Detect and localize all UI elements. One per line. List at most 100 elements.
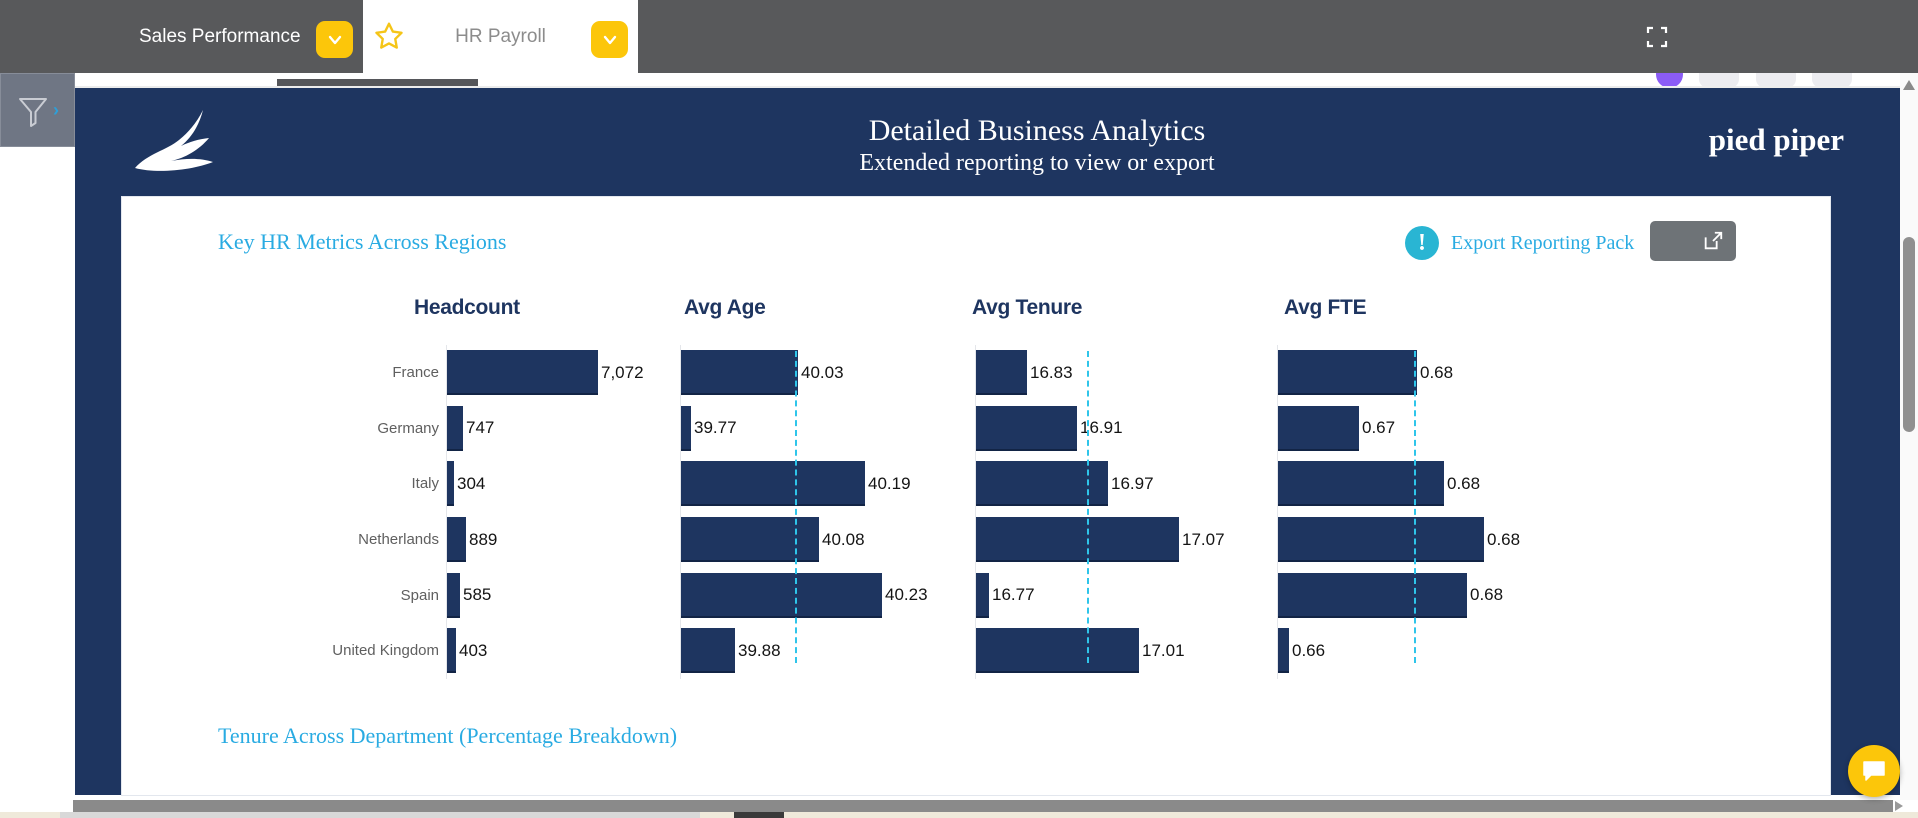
bar-value: 40.23 [885, 585, 928, 605]
fullscreen-icon[interactable] [1645, 25, 1669, 49]
vertical-scrollbar-track[interactable] [1900, 73, 1918, 800]
column-header-avg-tenure: Avg Tenure [972, 296, 1083, 319]
vertical-scrollbar-thumb[interactable] [1903, 237, 1915, 432]
category-label: Germany [377, 419, 439, 437]
outer-scrollbar-track[interactable] [60, 812, 700, 818]
bar-value: 16.77 [992, 585, 1035, 605]
avg-tenure-mean-line [1087, 351, 1089, 663]
bar-value: 0.67 [1362, 418, 1396, 438]
section-title-metrics: Key HR Metrics Across Regions [218, 229, 507, 254]
bar-avg-tenure[interactable] [976, 628, 1139, 674]
bar-value: 17.01 [1142, 640, 1185, 660]
bar-avg-tenure[interactable] [976, 517, 1179, 563]
bar-headcount[interactable] [447, 517, 466, 563]
bar-avg-tenure[interactable] [976, 572, 989, 618]
bar-avg-fte[interactable] [1278, 628, 1289, 674]
export-button[interactable] [1650, 221, 1736, 261]
scroll-up-arrow-icon[interactable] [1903, 80, 1915, 90]
tab-hr-payroll[interactable]: HR Payroll [363, 0, 638, 73]
bar-value: 16.83 [1030, 362, 1073, 382]
report-title: Detailed Business Analytics [868, 114, 1206, 147]
bar-value: 17.07 [1182, 529, 1225, 549]
bar-value: 0.68 [1447, 473, 1481, 493]
bar-value: 0.66 [1292, 640, 1326, 660]
avatar[interactable] [1656, 73, 1683, 88]
filter-funnel-icon [19, 98, 47, 127]
bar-value: 304 [457, 473, 486, 493]
section-title-tenure: Tenure Across Department (Percentage Bre… [218, 723, 678, 748]
export-row: ! Export Reporting Pack [1405, 223, 1634, 263]
page-header-strip [0, 73, 1918, 88]
tab-scrollbar-thumb[interactable] [277, 79, 478, 86]
column-header-avg-age: Avg Age [684, 296, 766, 319]
scroll-right-arrow-icon[interactable] [1895, 801, 1903, 811]
bar-value: 39.88 [738, 640, 781, 660]
bar-value: 39.77 [694, 418, 737, 438]
bar-avg-age[interactable] [681, 461, 865, 507]
export-reporting-pack-link[interactable]: Export Reporting Pack [1451, 231, 1635, 254]
bar-avg-fte[interactable] [1278, 350, 1417, 396]
chart-row-italy: Italy 304 40.19 16.97 0.68 [122, 456, 1582, 512]
report-canvas: Detailed Business Analytics Extended rep… [75, 88, 1900, 795]
avg-fte-mean-line [1414, 351, 1416, 663]
bar-avg-tenure[interactable] [976, 350, 1027, 396]
bar-avg-tenure[interactable] [976, 405, 1077, 451]
tab-sales-performance[interactable]: Sales Performance [139, 25, 301, 47]
chart-row-france: France 7,072 40.03 16.83 0.68 [122, 345, 1582, 401]
bar-avg-tenure[interactable] [976, 461, 1108, 507]
favorite-star-icon[interactable] [373, 20, 405, 52]
bar-value: 0.68 [1470, 585, 1504, 605]
outer-scrollbar-thumb[interactable] [734, 812, 784, 818]
bar-value: 747 [466, 418, 495, 438]
column-header-avg-fte: Avg FTE [1284, 296, 1367, 319]
info-icon[interactable]: ! [1405, 226, 1439, 260]
external-link-icon [1704, 231, 1723, 250]
bar-headcount[interactable] [447, 405, 463, 451]
bar-value: 889 [469, 529, 498, 549]
bar-value: 16.97 [1111, 473, 1154, 493]
bar-value: 0.68 [1487, 529, 1521, 549]
bar-avg-fte[interactable] [1278, 405, 1359, 451]
bar-avg-age[interactable] [681, 350, 798, 396]
chart-row-germany: Germany 747 39.77 16.91 0.67 [122, 400, 1582, 457]
tab-hr-payroll-label: HR Payroll [455, 25, 546, 47]
bar-value: 16.91 [1080, 418, 1123, 438]
report-tab-bar: Sales Performance HR Payroll [0, 0, 1918, 73]
bar-avg-age[interactable] [681, 405, 691, 451]
report-subtitle: Extended reporting to view or export [859, 150, 1215, 176]
metrics-card: Key HR Metrics Across Regions ! Export R… [122, 197, 1830, 795]
bar-headcount[interactable] [447, 628, 456, 674]
horizontal-scrollbar-thumb[interactable] [73, 800, 1893, 812]
bar-value: 403 [459, 640, 488, 660]
chevron-down-icon [603, 35, 616, 44]
chevron-down-icon [328, 35, 341, 44]
category-label: Netherlands [358, 531, 439, 549]
bar-avg-fte[interactable] [1278, 517, 1484, 563]
bar-avg-fte[interactable] [1278, 461, 1444, 507]
header-action-button[interactable] [1699, 73, 1739, 88]
bar-avg-age[interactable] [681, 572, 882, 618]
bar-value: 7,072 [601, 362, 644, 382]
chart-row-netherlands: Netherlands 889 40.08 17.07 0.68 [122, 511, 1582, 568]
bar-headcount[interactable] [447, 350, 598, 396]
bar-avg-age[interactable] [681, 628, 735, 674]
chat-bubble-icon [1863, 761, 1885, 781]
tab-bar-divider [0, 86, 1918, 88]
avg-age-mean-line [795, 351, 797, 663]
bar-avg-age[interactable] [681, 517, 819, 563]
chart-row-united-kingdom: United Kingdom 403 39.88 17.01 0.66 [122, 622, 1582, 679]
filters-panel-button[interactable]: › [0, 73, 75, 147]
header-action-button[interactable] [1756, 73, 1796, 88]
chat-widget-button[interactable] [1848, 745, 1900, 797]
bottom-edge-strip [0, 812, 1918, 818]
tab-sales-dropdown-button[interactable] [316, 21, 353, 58]
header-action-button[interactable] [1812, 73, 1852, 88]
bar-headcount[interactable] [447, 461, 454, 507]
tab-hr-dropdown-button[interactable] [591, 21, 628, 58]
bar-headcount[interactable] [447, 572, 460, 618]
category-label: Spain [400, 586, 439, 604]
category-label: United Kingdom [332, 642, 439, 660]
bar-value: 0.68 [1420, 362, 1454, 382]
bar-avg-fte[interactable] [1278, 572, 1467, 618]
